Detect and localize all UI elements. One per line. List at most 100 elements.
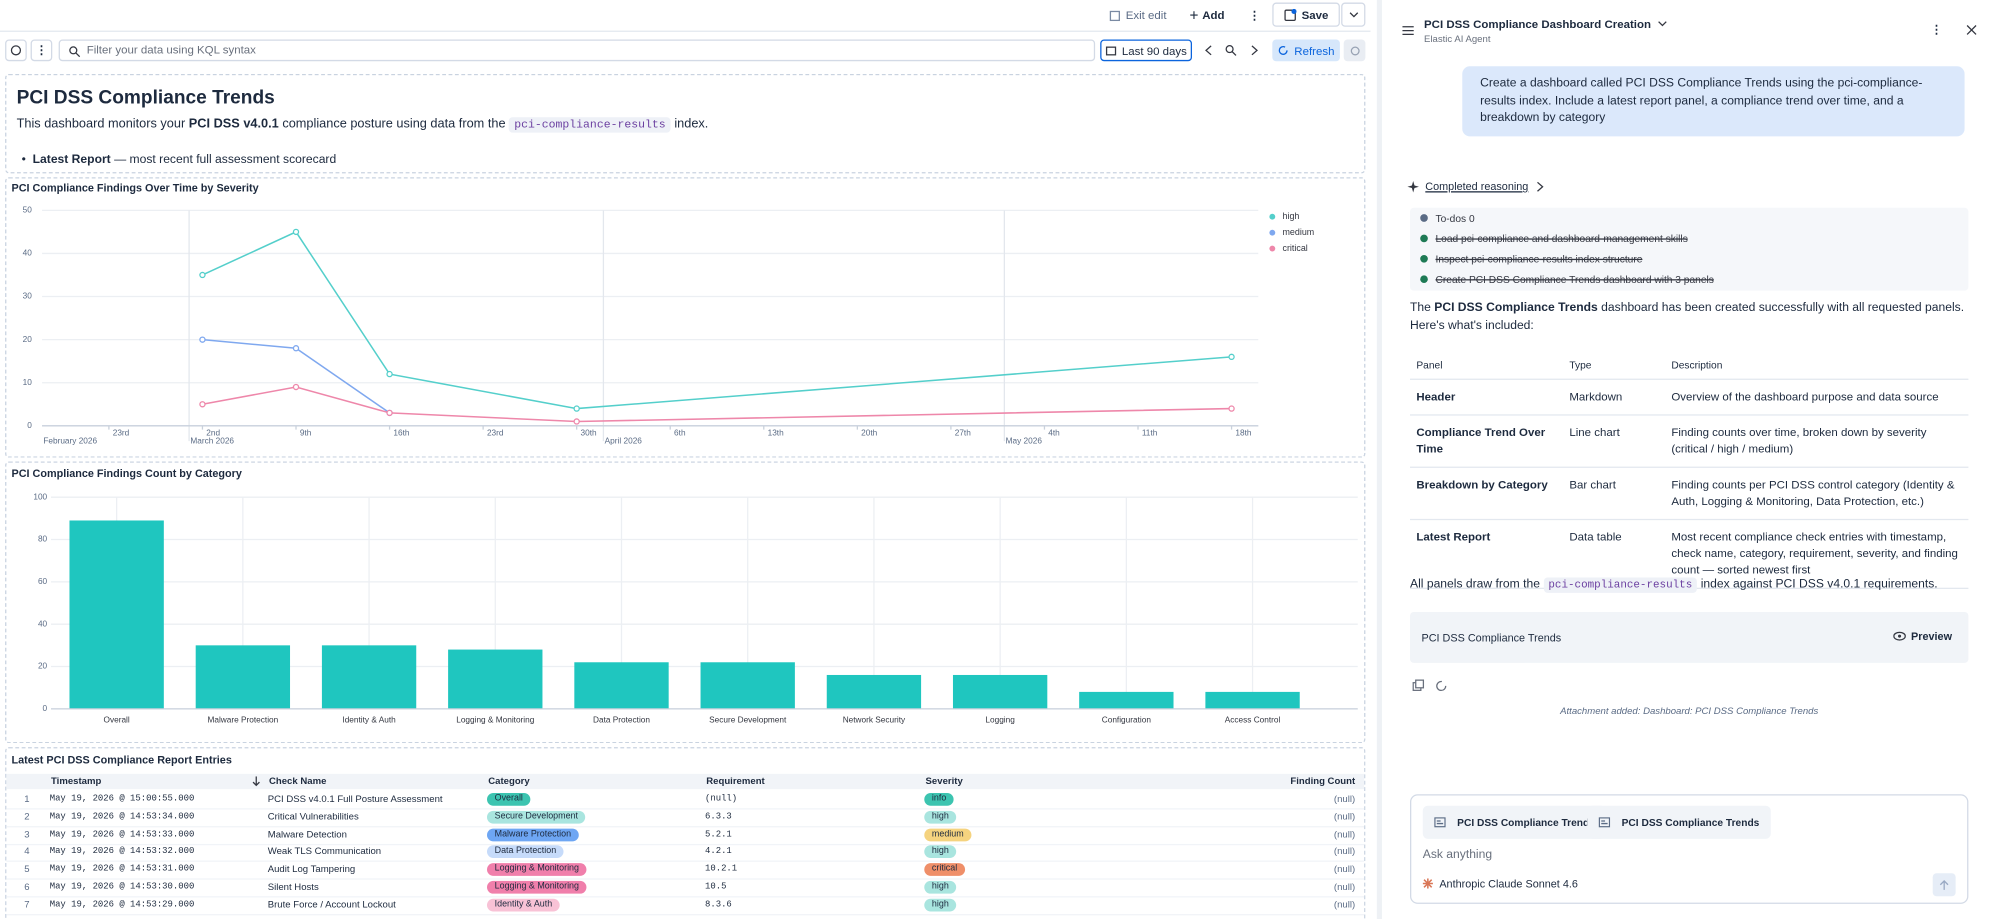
table-row: 2 May 19, 2026 @ 14:53:34.000 Critical Vul… bbox=[6, 808, 1365, 828]
cell: 4.2.1 bbox=[705, 847, 732, 858]
y-tick-label: 10 bbox=[23, 378, 33, 387]
x-tick-label: Malware Protection bbox=[207, 715, 278, 724]
assistant-panel: PCI DSS Compliance Dashboard Creation El… bbox=[1376, 0, 1999, 919]
save-button[interactable]: Save bbox=[1272, 2, 1340, 27]
data-point bbox=[199, 336, 206, 343]
x-tick-label: Overall bbox=[104, 715, 130, 724]
todo-item: Inspect pci-compliance-results index str… bbox=[1420, 252, 1642, 265]
label: Refresh bbox=[1294, 43, 1335, 57]
refresh-button[interactable]: Refresh bbox=[1272, 39, 1340, 62]
icon bbox=[1658, 21, 1667, 27]
x-tick-label: Logging bbox=[985, 715, 1015, 724]
icon bbox=[1105, 46, 1117, 56]
table-title: Latest PCI DSS Compliance Report Entries bbox=[11, 753, 232, 767]
bar bbox=[826, 674, 922, 709]
label: Preview bbox=[1911, 629, 1953, 643]
cell: Compliance Trend Over Time bbox=[1416, 425, 1546, 456]
query-input[interactable]: Filter your data using KQL syntax bbox=[58, 39, 1096, 62]
attachment-card[interactable]: PCI DSS Compliance Trends Preview bbox=[1410, 611, 1969, 663]
save-options[interactable] bbox=[1341, 2, 1366, 27]
bar bbox=[700, 662, 795, 709]
cell: Breakdown by Category bbox=[1416, 478, 1548, 491]
text: The bbox=[1410, 300, 1435, 315]
attachment-chip[interactable]: PCI DSS Compliance Trends bbox=[1587, 805, 1771, 839]
icon bbox=[1279, 46, 1288, 55]
next-button[interactable] bbox=[1244, 40, 1264, 62]
x-tick-label: Logging & Monitoring bbox=[456, 715, 535, 724]
severity-badge: high bbox=[924, 810, 957, 824]
cell: (null) bbox=[1333, 863, 1356, 875]
label: Completed reasoning bbox=[1425, 179, 1529, 193]
reasoning-toggle[interactable]: Completed reasoning bbox=[1407, 179, 1544, 193]
charts: PCI Compliance Findings Over Time by Sev… bbox=[11, 183, 1358, 724]
chip-label: PCI DSS Compliance Trends bbox=[1621, 816, 1760, 829]
markdown-intro: This dashboard monitors your PCI DSS v4.… bbox=[17, 117, 709, 133]
options-button[interactable] bbox=[5, 39, 27, 62]
cell: 6.3.3 bbox=[705, 811, 732, 823]
severity-badge: high bbox=[924, 898, 957, 912]
table-row: Header Markdown Overview of the dashboard … bbox=[1410, 380, 1969, 416]
x-tick-label: Identity & Auth bbox=[342, 715, 396, 724]
cell: (null) bbox=[1333, 810, 1356, 823]
x-tick-label: Network Security bbox=[843, 715, 906, 724]
x-tick-label: 23rd bbox=[487, 429, 504, 438]
chart-title: PCI Compliance Findings Over Time by Sev… bbox=[11, 183, 258, 195]
cell: (null) bbox=[1333, 792, 1356, 805]
date-picker[interactable]: Last 90 days bbox=[1100, 39, 1193, 62]
menu-button[interactable]: ⋮ bbox=[30, 39, 53, 62]
conversation-title[interactable]: PCI DSS Compliance Dashboard Creation bbox=[1424, 18, 1668, 31]
table-header: Panel Type Description bbox=[1410, 352, 1969, 380]
attachment-chip[interactable]: PCI DSS Compliance Trends bbox=[1422, 805, 1607, 839]
table-row: 7 May 19, 2026 @ 14:53:29.000 Brute Force … bbox=[6, 896, 1365, 916]
table-row: 3 May 19, 2026 @ 14:53:33.000 Malware Dete… bbox=[6, 826, 1365, 845]
cell: Line chart bbox=[1569, 425, 1620, 439]
data-point bbox=[199, 401, 206, 408]
data-point bbox=[292, 345, 300, 352]
icon bbox=[1939, 879, 1949, 890]
data-point bbox=[292, 383, 300, 391]
category-badge: Identity & Auth bbox=[487, 898, 560, 912]
cell: 4 bbox=[24, 845, 30, 858]
exit-edit-button[interactable]: Exit edit bbox=[1109, 5, 1167, 25]
attachment-note: Attachment added: Dashboard: PCI DSS Com… bbox=[1560, 705, 1819, 717]
legend-label: critical bbox=[1283, 243, 1308, 253]
y-tick-label: 0 bbox=[43, 704, 48, 713]
more-button[interactable]: ⋮ bbox=[1248, 8, 1261, 22]
sort-icon[interactable] bbox=[252, 776, 260, 787]
data-point bbox=[573, 418, 580, 425]
x-tick-label: 30th bbox=[581, 429, 597, 438]
add-button[interactable]: + Add bbox=[1189, 5, 1224, 25]
bold: PCI DSS Compliance Trends bbox=[1434, 300, 1598, 315]
status-dot bbox=[1420, 275, 1428, 284]
cell: Overview of the dashboard purpose and da… bbox=[1671, 390, 1939, 403]
x-tick-label: 9th bbox=[300, 429, 312, 438]
cell: 7 bbox=[24, 898, 30, 910]
send-button[interactable] bbox=[1932, 873, 1956, 897]
prev-button[interactable] bbox=[1198, 40, 1218, 62]
chat-input[interactable] bbox=[1410, 794, 1969, 904]
auto-refresh[interactable] bbox=[1343, 39, 1366, 62]
x-month-label: May 2026 bbox=[1006, 436, 1043, 445]
x-tick-label: 18th bbox=[1235, 429, 1251, 438]
x-month-label: February 2026 bbox=[43, 436, 97, 445]
category-badge: Logging & Monitoring bbox=[487, 880, 587, 894]
severity-badge: high bbox=[924, 880, 957, 894]
todo-list: To-dos 0 Load pci-compliance and dashboar… bbox=[1410, 207, 1969, 291]
column-header: Timestamp bbox=[50, 775, 102, 787]
more-button[interactable]: ⋮ bbox=[1930, 22, 1943, 36]
summary-table: Panel Type Description Header Markdown Overvi… bbox=[1410, 352, 1969, 589]
preview-button[interactable]: Preview bbox=[1893, 630, 1952, 643]
cell: 8.3.6 bbox=[705, 899, 732, 910]
input-placeholder[interactable]: Ask anything bbox=[1422, 847, 1493, 862]
close-button[interactable] bbox=[1966, 24, 1977, 35]
zoom-button[interactable] bbox=[1220, 40, 1242, 62]
data-point bbox=[386, 409, 393, 417]
cell: Weak TLS Communication bbox=[267, 845, 382, 858]
model-selector[interactable]: Anthropic Claude Sonnet 4.6 bbox=[1422, 877, 1578, 890]
cell: 2 bbox=[24, 810, 30, 823]
message-actions[interactable] bbox=[1412, 679, 1456, 693]
x-tick-label: 11th bbox=[1142, 429, 1158, 438]
table-row: 4 May 19, 2026 @ 14:53:32.000 Weak TLS Com… bbox=[6, 843, 1365, 863]
menu-icon[interactable] bbox=[1402, 25, 1414, 36]
cell: (null) bbox=[1333, 845, 1356, 858]
